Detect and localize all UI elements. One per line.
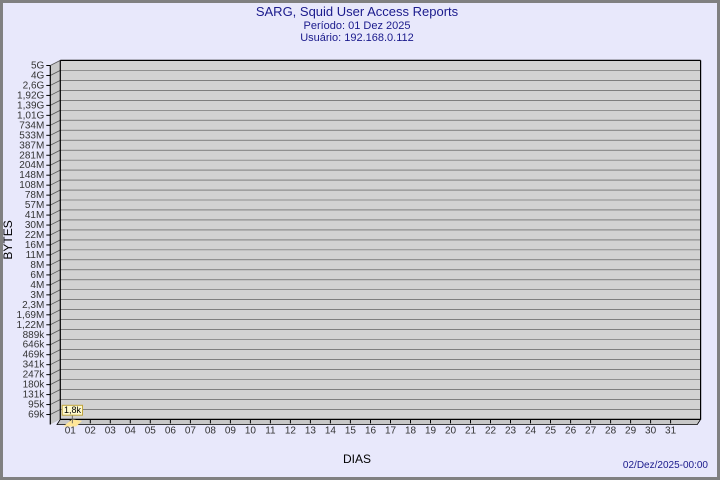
svg-text:13: 13 — [305, 425, 317, 436]
svg-text:05: 05 — [145, 425, 157, 436]
svg-text:01: 01 — [65, 425, 77, 436]
svg-text:1,8k: 1,8k — [64, 405, 82, 415]
svg-text:07: 07 — [185, 425, 197, 436]
svg-text:22: 22 — [485, 425, 497, 436]
svg-text:06: 06 — [165, 425, 177, 436]
svg-text:03: 03 — [105, 425, 117, 436]
svg-text:23: 23 — [505, 425, 517, 436]
svg-text:Período: 01 Dez 2025: Período: 01 Dez 2025 — [303, 20, 410, 32]
svg-text:10: 10 — [245, 425, 257, 436]
svg-text:Usuário: 192.168.0.112: Usuário: 192.168.0.112 — [300, 32, 414, 44]
svg-text:11: 11 — [265, 425, 276, 436]
svg-text:27: 27 — [585, 425, 597, 436]
svg-text:08: 08 — [205, 425, 217, 436]
svg-text:25: 25 — [545, 425, 557, 436]
svg-text:12: 12 — [285, 425, 297, 436]
svg-text:17: 17 — [385, 425, 397, 436]
svg-text:09: 09 — [225, 425, 237, 436]
svg-text:SARG, Squid User Access Report: SARG, Squid User Access Reports — [256, 4, 459, 19]
svg-text:16: 16 — [365, 425, 377, 436]
svg-text:19: 19 — [425, 425, 437, 436]
svg-text:DIAS: DIAS — [343, 452, 371, 466]
svg-text:29: 29 — [625, 425, 637, 436]
svg-text:BYTES: BYTES — [1, 220, 15, 259]
svg-text:69k: 69k — [28, 410, 45, 421]
svg-text:28: 28 — [605, 425, 617, 436]
svg-text:02: 02 — [85, 425, 97, 436]
svg-text:18: 18 — [405, 425, 417, 436]
svg-text:14: 14 — [325, 425, 337, 436]
svg-text:02/Dez/2025-00:00: 02/Dez/2025-00:00 — [623, 460, 709, 471]
svg-text:24: 24 — [525, 425, 537, 436]
svg-text:15: 15 — [345, 425, 357, 436]
svg-text:04: 04 — [125, 425, 137, 436]
svg-text:21: 21 — [465, 425, 477, 436]
svg-text:26: 26 — [565, 425, 577, 436]
svg-text:30: 30 — [645, 425, 657, 436]
svg-text:31: 31 — [665, 425, 677, 436]
svg-text:20: 20 — [445, 425, 457, 436]
